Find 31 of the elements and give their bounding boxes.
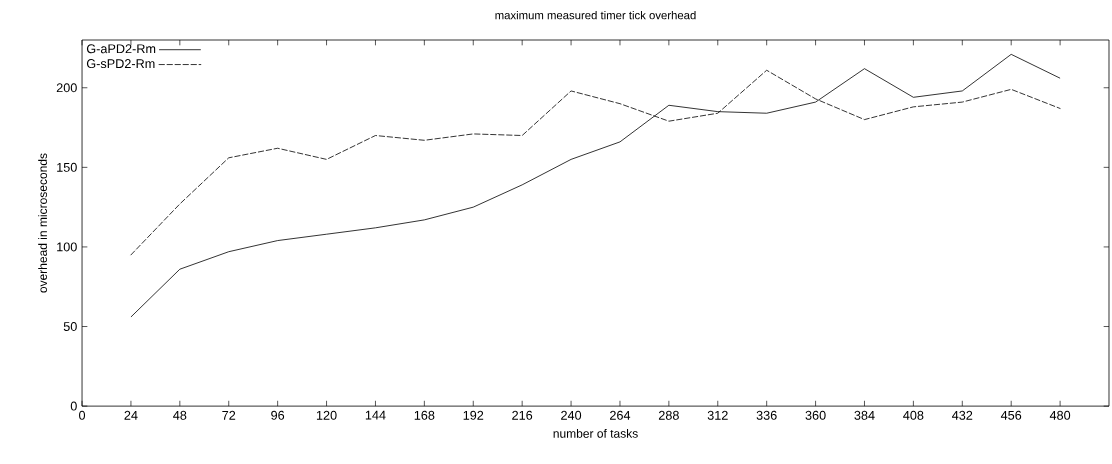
- x-tick-label: 288: [658, 410, 679, 420]
- y-axis-title: overhead in microseconds: [38, 153, 48, 293]
- legend-label: G-sPD2-Rm: [86, 59, 155, 69]
- x-tick-label: 48: [173, 410, 187, 420]
- x-tick-label: 0: [79, 410, 86, 420]
- x-tick-label: 144: [365, 410, 386, 420]
- x-tick-label: 384: [854, 410, 875, 420]
- x-tick-label: 312: [707, 410, 728, 420]
- x-tick-label: 456: [1000, 410, 1022, 420]
- x-tick-label: 120: [316, 410, 337, 420]
- x-tick-label: 408: [903, 410, 924, 420]
- x-tick-label: 432: [952, 410, 973, 420]
- y-tick-label: 50: [63, 321, 77, 331]
- x-tick-label: 192: [463, 410, 484, 420]
- legend-label: G-aPD2-Rm: [86, 44, 156, 54]
- y-tick-label: 150: [57, 162, 77, 172]
- chart-title: maximum measured timer tick overhead: [495, 10, 696, 20]
- x-tick-label: 168: [414, 410, 435, 420]
- x-tick-label: 72: [222, 410, 236, 420]
- x-tick-label: 360: [805, 410, 826, 420]
- y-tick-label: 200: [56, 83, 77, 93]
- x-tick-label: 24: [124, 410, 138, 420]
- x-axis-title: number of tasks: [553, 428, 638, 438]
- x-tick-label: 264: [610, 410, 631, 420]
- y-tick-label: 100: [57, 242, 77, 252]
- x-tick-label: 96: [271, 410, 285, 420]
- x-tick-label: 240: [561, 410, 582, 420]
- x-tick-label: 336: [756, 410, 777, 420]
- x-tick-label: 480: [1049, 410, 1071, 420]
- x-tick-label: 216: [512, 410, 533, 420]
- y-tick-label: 0: [70, 401, 77, 411]
